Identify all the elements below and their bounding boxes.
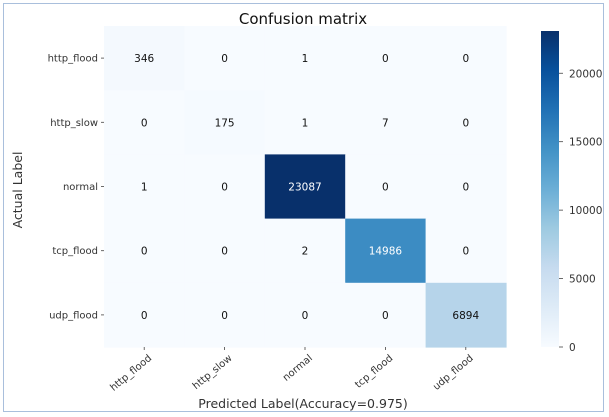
cell-value: 1 (302, 53, 309, 65)
cell-value: 175 (215, 117, 235, 129)
cell-value: 0 (221, 53, 228, 65)
chart-frame (3, 3, 604, 412)
heatmap-cell (345, 26, 427, 91)
heatmap-cells (104, 26, 507, 348)
y-tick-label: tcp_flood (52, 246, 98, 257)
heatmap-cell (104, 90, 185, 155)
cell-value: 1 (302, 117, 309, 129)
chart-title: Confusion matrix (239, 10, 367, 28)
cell-value: 0 (382, 182, 389, 194)
heatmap-cell (184, 154, 266, 220)
heatmap-cell-values: 346 0 1 0 0 0 175 1 7 0 1 0 23087 0 0 0 0 2 14986 0 0 0 0 0 6894 (134, 53, 479, 322)
cell-value: 7 (382, 117, 389, 129)
x-axis-label: Predicted Label(Accuracy=0.975) (198, 396, 407, 411)
colorbar-ticks: 0 5000 10000 15000 20000 (559, 68, 602, 354)
colorbar-tick-label: 15000 (569, 137, 602, 149)
x-tick-label: tcp_flood (353, 353, 395, 391)
x-tick-label: udp_flood (431, 353, 476, 393)
x-axis-ticks: http_flood http_slow normal tcp_flood udp_fl… (108, 347, 476, 394)
heatmap-cell (264, 26, 346, 91)
heatmap-cell (184, 218, 266, 284)
heatmap-cell (345, 154, 427, 220)
cell-value: 2 (302, 246, 309, 258)
cell-value: 0 (221, 246, 228, 258)
cell-value: 0 (462, 117, 469, 129)
cell-value: 0 (141, 246, 148, 258)
y-tick-label: normal (63, 182, 98, 193)
cell-value: 0 (302, 310, 309, 322)
cell-value: 346 (134, 53, 154, 65)
y-axis-label: Actual Label (10, 152, 25, 229)
heatmap-cell (425, 90, 507, 155)
cell-value: 0 (221, 310, 228, 322)
heatmap-cell (184, 90, 266, 155)
y-tick-label: udp_flood (49, 310, 98, 321)
cell-value: 1 (141, 182, 148, 194)
colorbar-tick-label: 0 (569, 342, 576, 354)
heatmap-cell (264, 154, 346, 220)
cell-value: 0 (462, 246, 469, 258)
heatmap-cell (345, 282, 427, 348)
colorbar-tick-label: 5000 (569, 274, 596, 286)
cell-value: 0 (382, 53, 389, 65)
heatmap-cell (425, 26, 507, 91)
heatmap-cell (264, 282, 346, 348)
heatmap-cell (264, 218, 346, 284)
y-tick-label: http_flood (48, 54, 98, 65)
cell-value: 0 (141, 117, 148, 129)
cell-value: 0 (141, 310, 148, 322)
heatmap-cell (104, 154, 185, 220)
heatmap-cell (104, 282, 185, 348)
cell-value: 0 (462, 182, 469, 194)
heatmap-cell (425, 282, 507, 348)
cell-value: 6894 (452, 310, 479, 322)
x-tick-label: normal (281, 353, 315, 384)
heatmap-cell (104, 26, 185, 91)
cell-value: 14986 (369, 246, 403, 258)
x-tick-label: http_flood (108, 353, 154, 394)
x-tick-label: http_slow (191, 353, 235, 392)
heatmap-cell (345, 218, 427, 284)
heatmap-cell (425, 218, 507, 284)
colorbar (541, 31, 559, 347)
cell-value: 0 (221, 182, 228, 194)
heatmap-cell (184, 26, 266, 91)
cell-value: 23087 (288, 182, 321, 194)
heatmap-cell (264, 90, 346, 155)
colorbar-tick-label: 20000 (569, 68, 602, 80)
heatmap-cell (345, 90, 427, 155)
cell-value: 0 (382, 310, 389, 322)
y-tick-label: http_slow (50, 118, 98, 129)
heatmap-cell (425, 154, 507, 220)
heatmap-cell (104, 218, 185, 284)
heatmap-cell (184, 282, 266, 348)
cell-value: 0 (462, 53, 469, 65)
colorbar-tick-label: 10000 (569, 205, 602, 217)
